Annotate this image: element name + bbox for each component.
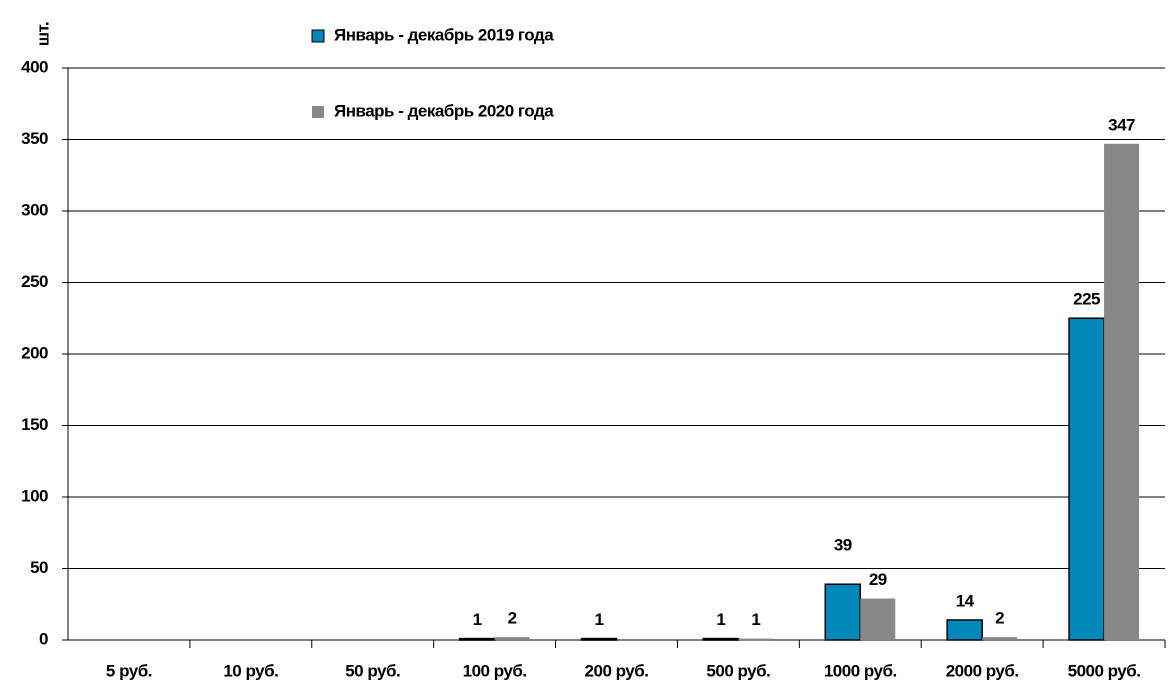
data-label: 2 [995, 609, 1004, 628]
y-tick-label: 0 [39, 629, 48, 648]
legend-label: Январь - декабрь 2019 года [334, 25, 554, 44]
data-label: 29 [869, 570, 887, 589]
data-label: 39 [834, 536, 852, 555]
bar [946, 619, 983, 641]
x-tick-label: 50 руб. [345, 661, 400, 680]
x-tick-label: 5 руб. [106, 661, 152, 680]
y-tick-label: 300 [21, 200, 48, 219]
x-tick-label: 5000 руб. [1068, 661, 1141, 680]
y-tick-label: 150 [21, 415, 48, 434]
legend-label: Январь - декабрь 2020 года [334, 101, 554, 120]
bar [1104, 143, 1140, 641]
bar [458, 637, 496, 641]
bar [824, 583, 862, 641]
y-tick-label: 50 [30, 558, 48, 577]
x-tick-label: 100 руб. [463, 661, 527, 680]
x-tick-label: 1000 руб. [824, 661, 897, 680]
bar [702, 637, 740, 641]
data-label: 225 [1073, 290, 1100, 309]
y-tick-label: 350 [21, 129, 48, 148]
data-label: 1 [716, 610, 725, 629]
data-label: 1 [473, 610, 482, 629]
bar [982, 637, 1018, 640]
x-tick-label: 200 руб. [585, 661, 649, 680]
data-label: 1 [751, 610, 760, 629]
y-tick-label: 100 [21, 486, 48, 505]
y-axis-label: шт. [33, 22, 52, 46]
x-tick-label: 500 руб. [706, 661, 770, 680]
bar [1068, 317, 1105, 641]
legend-swatch [312, 106, 324, 118]
bar [494, 637, 530, 640]
bar [738, 638, 774, 641]
data-label: 14 [956, 591, 975, 610]
x-tick-label: 2000 руб. [946, 661, 1019, 680]
bar [580, 637, 618, 641]
data-label: 2 [508, 609, 517, 628]
x-tick-label: 10 руб. [223, 661, 278, 680]
y-tick-label: 250 [21, 272, 48, 291]
data-label: 347 [1108, 115, 1135, 134]
bar [860, 598, 896, 640]
data-label: 1 [595, 610, 604, 629]
y-tick-label: 200 [21, 343, 48, 362]
legend-swatch [311, 29, 325, 43]
y-tick-label: 400 [21, 57, 48, 76]
